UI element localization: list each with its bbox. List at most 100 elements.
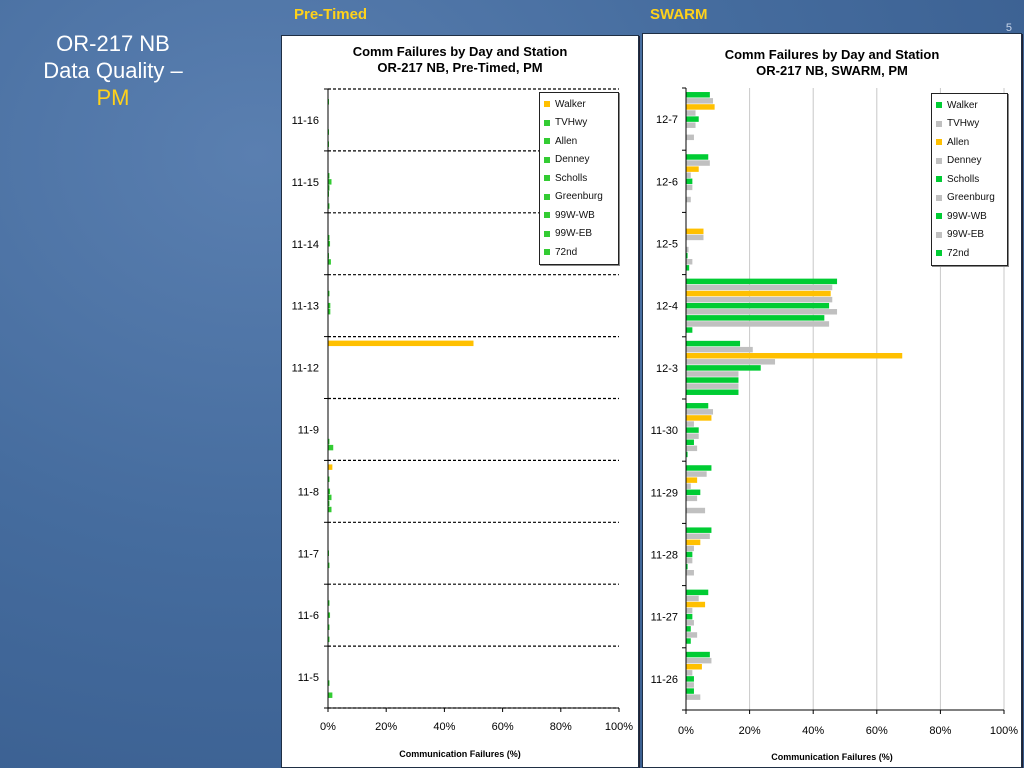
bar-greenburg-11-29 xyxy=(686,495,698,502)
bar-allen-11-28 xyxy=(686,539,701,546)
bar-72nd-11-30 xyxy=(686,451,688,458)
bar-allen-11-29 xyxy=(686,477,698,483)
bar-denney-12-6 xyxy=(686,172,691,178)
bar-walker-12-7 xyxy=(686,92,710,98)
legend-swatch xyxy=(936,213,942,220)
bar-72nd-11-27 xyxy=(686,638,691,644)
bar-99w-wb-11-6 xyxy=(328,624,330,630)
bar-scholls-12-3 xyxy=(686,365,761,371)
label-pre-timed: Pre-Timed xyxy=(294,6,368,23)
bar-scholls-11-30 xyxy=(686,427,699,433)
bar-scholls-12-6 xyxy=(686,178,693,185)
legend-swatch xyxy=(544,212,550,219)
bar-scholls-11-26 xyxy=(686,676,694,682)
category-label: 12-3 xyxy=(656,363,678,375)
bar-99w-eb-11-27 xyxy=(686,632,698,638)
bar-72nd-12-5 xyxy=(686,265,690,271)
bar-tvhwy-12-3 xyxy=(686,346,753,353)
legend-label: Denney xyxy=(947,155,982,167)
chart-panel-swarm: Comm Failures by Day and Station OR-217 … xyxy=(642,33,1022,768)
bar-99w-wb-11-30 xyxy=(686,439,694,446)
category-label: 11-28 xyxy=(651,550,678,562)
bar-99w-eb-11-26 xyxy=(686,694,701,700)
bar-99w-wb-11-28 xyxy=(686,563,688,570)
category-label: 11-30 xyxy=(651,425,678,437)
category-label: 11-16 xyxy=(292,115,319,127)
bar-greenburg-11-27 xyxy=(686,620,694,626)
legend-swatch xyxy=(544,249,550,256)
bar-tvhwy-12-4 xyxy=(686,284,833,291)
legend-swatch xyxy=(544,119,550,126)
bar-allen-11-30 xyxy=(686,415,712,421)
bar-99w-eb-12-5 xyxy=(686,259,693,265)
bar-99w-eb-12-4 xyxy=(686,321,830,327)
bar-allen-12-6 xyxy=(686,166,699,172)
bar-greenburg-11-5 xyxy=(328,680,330,686)
bar-tvhwy-12-7 xyxy=(686,98,714,104)
legend-label: 99W-EB xyxy=(947,229,985,241)
category-label: 11-12 xyxy=(292,363,319,375)
bar-scholls-11-13 xyxy=(328,302,331,309)
legend-item: Denney xyxy=(544,151,614,170)
category-label: 11-6 xyxy=(298,610,319,622)
legend-item: Greenburg xyxy=(544,188,614,207)
legend-label: Scholls xyxy=(947,173,980,185)
x-tick-label: 0% xyxy=(320,721,336,733)
bar-walker-11-8 xyxy=(328,464,333,470)
legend-swatch xyxy=(936,194,942,201)
legend-item: 99W-WB xyxy=(544,206,614,225)
category-label: 11-13 xyxy=(292,301,319,313)
bar-walker-11-27 xyxy=(686,589,709,596)
x-axis-title: Communication Failures (%) xyxy=(771,752,893,762)
x-tick-label: 80% xyxy=(550,721,572,733)
legend-label: TVHwy xyxy=(555,117,588,129)
bar-99w-eb-11-8 xyxy=(328,506,332,513)
legend-item: Walker xyxy=(544,95,614,114)
bar-99w-eb-11-29 xyxy=(686,507,706,514)
label-swarm: SWARM xyxy=(650,6,708,23)
bar-scholls-11-28 xyxy=(686,551,693,558)
bar-greenburg-12-7 xyxy=(686,122,696,128)
legend-label: 72nd xyxy=(555,246,578,258)
bar-walker-11-30 xyxy=(686,403,709,409)
legend-label: Scholls xyxy=(555,172,588,184)
legend-item: 99W-WB xyxy=(936,207,1003,226)
x-tick-label: 20% xyxy=(375,721,397,733)
legend-swatch xyxy=(544,138,550,145)
legend-label: 99W-EB xyxy=(555,228,593,240)
legend-item: Scholls xyxy=(544,169,614,188)
bar-99w-wb-11-7 xyxy=(328,562,330,569)
bar-99w-wb-12-5 xyxy=(686,252,688,259)
legend-swatch xyxy=(544,230,550,237)
category-label: 12-7 xyxy=(656,114,678,126)
bar-denney-11-27 xyxy=(686,607,693,614)
x-tick-label: 40% xyxy=(802,725,824,737)
bar-denney-11-30 xyxy=(686,421,694,427)
bar-denney-12-7 xyxy=(686,110,696,116)
slide-number: 5 xyxy=(1005,22,1012,34)
bar-denney-11-15 xyxy=(328,173,330,179)
x-tick-label: 80% xyxy=(929,725,951,737)
category-label: 11-15 xyxy=(292,177,319,189)
bar-allen-12-3 xyxy=(686,352,903,359)
bar-99w-eb-12-7 xyxy=(686,134,694,141)
x-tick-label: 0% xyxy=(678,725,694,737)
bar-99w-wb-11-8 xyxy=(328,500,330,507)
bar-allen-12-7 xyxy=(686,104,715,110)
chart-svg: 12-7 12-6 12-5 12-4 12-3 11-30 11-29 11-28 11-27… xyxy=(651,87,1018,737)
bar-walker-11-26 xyxy=(686,651,710,658)
bar-99w-wb-11-9 xyxy=(328,438,330,445)
bar-99w-wb-12-4 xyxy=(686,315,825,321)
bar-denney-11-14 xyxy=(328,234,330,241)
category-label: 12-4 xyxy=(656,301,678,313)
category-label: 11-14 xyxy=(292,239,319,251)
bar-allen-11-6 xyxy=(328,600,330,606)
bar-allen-12-5 xyxy=(686,228,704,235)
bar-greenburg-12-6 xyxy=(686,184,693,191)
legend-item: TVHwy xyxy=(936,115,1003,134)
bar-denney-12-5 xyxy=(686,234,704,241)
slide-title-line3: PM xyxy=(96,85,130,110)
legend-swatch xyxy=(544,193,550,200)
bar-greenburg-12-4 xyxy=(686,309,838,315)
bar-tvhwy-11-30 xyxy=(686,409,714,415)
